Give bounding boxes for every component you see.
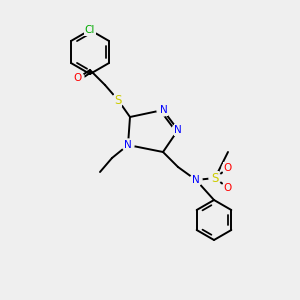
Text: Cl: Cl — [85, 25, 95, 35]
Circle shape — [84, 24, 96, 36]
Text: O: O — [224, 163, 232, 173]
Circle shape — [122, 139, 134, 151]
Text: S: S — [114, 94, 122, 106]
Text: N: N — [160, 105, 168, 115]
Circle shape — [72, 72, 84, 84]
Text: S: S — [211, 172, 219, 184]
Circle shape — [222, 162, 234, 174]
Circle shape — [222, 182, 234, 194]
Circle shape — [157, 104, 169, 116]
Text: O: O — [224, 163, 232, 173]
Text: S: S — [211, 172, 219, 184]
Text: N: N — [174, 125, 182, 135]
Text: Cl: Cl — [85, 25, 95, 35]
Text: N: N — [192, 175, 200, 185]
Text: S: S — [114, 94, 122, 106]
Text: N: N — [160, 105, 168, 115]
Text: N: N — [192, 175, 200, 185]
Circle shape — [172, 124, 184, 136]
Circle shape — [112, 94, 124, 106]
Text: N: N — [124, 140, 132, 150]
Text: O: O — [224, 183, 232, 193]
Text: O: O — [73, 73, 81, 83]
Text: O: O — [73, 73, 81, 83]
Text: O: O — [224, 183, 232, 193]
Circle shape — [209, 172, 221, 184]
Text: N: N — [174, 125, 182, 135]
Text: N: N — [124, 140, 132, 150]
Circle shape — [190, 174, 202, 186]
